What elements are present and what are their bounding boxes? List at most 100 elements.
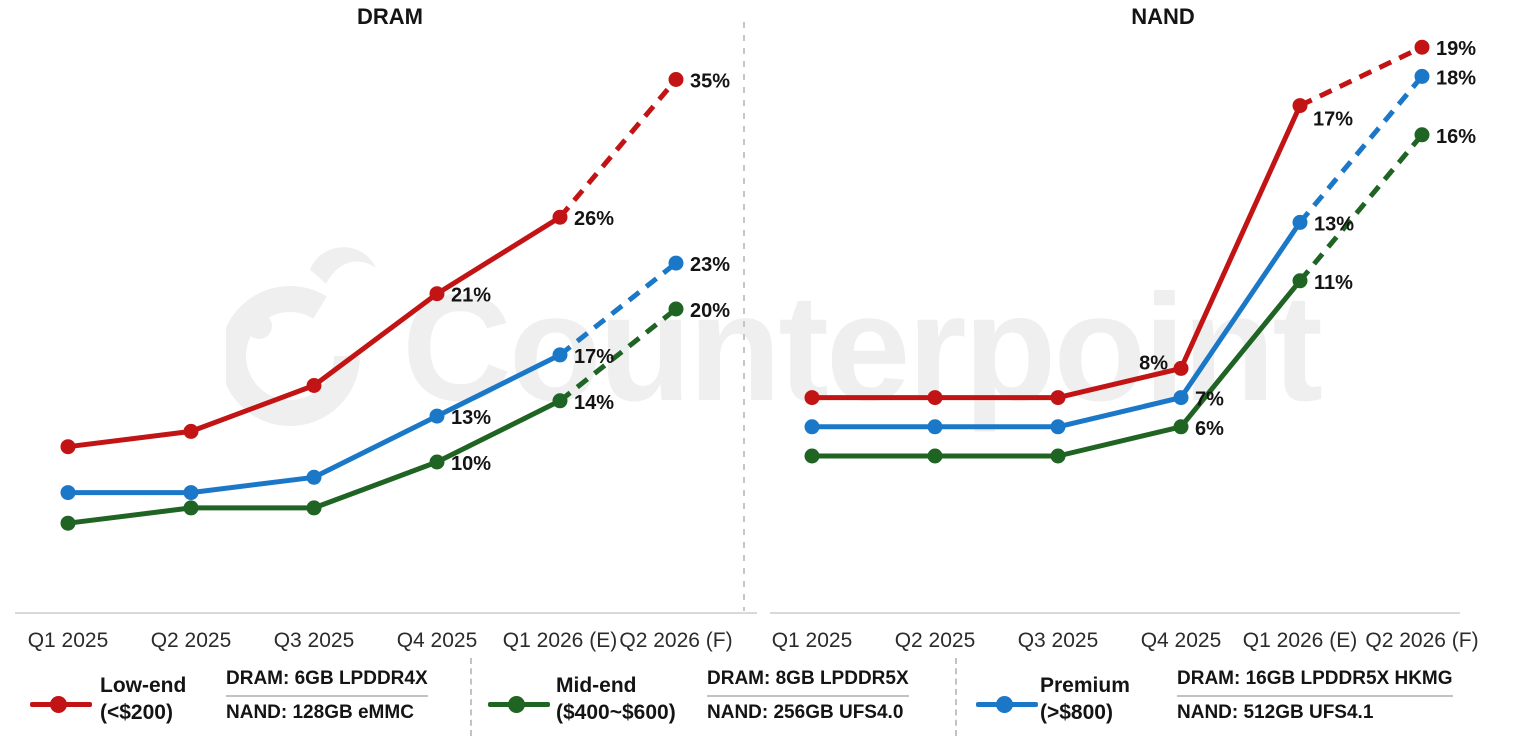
x-axis-label: Q3 2025: [274, 629, 355, 652]
data-point: [804, 390, 820, 406]
data-point-label: 17%: [574, 346, 614, 368]
data-point-label: 21%: [451, 285, 491, 307]
data-point: [429, 408, 445, 424]
data-point: [60, 515, 76, 531]
data-point: [1414, 127, 1430, 143]
series-line-forecast: [558, 77, 678, 219]
data-point: [429, 286, 445, 302]
data-point-label: 13%: [1314, 213, 1354, 235]
data-point-label: 17%: [1313, 109, 1353, 131]
x-axis-label: Q1 2025: [772, 629, 853, 652]
data-point: [306, 469, 322, 485]
series-line-forecast: [558, 261, 678, 357]
legend-label-low-end: Low-end (<$200): [100, 672, 186, 726]
legend-specs-low-end: DRAM: 6GB LPDDR4X NAND: 128GB eMMC: [226, 668, 428, 724]
x-axis-label: Q1 2026 (E): [503, 629, 617, 652]
data-point: [183, 500, 199, 516]
data-point-label: 19%: [1436, 38, 1476, 60]
nand-panel-title: NAND: [1131, 4, 1195, 29]
data-point: [306, 378, 322, 393]
legend-segment-name: Mid-end: [556, 674, 637, 697]
data-point: [668, 72, 684, 87]
series-line-forecast: [1298, 133, 1424, 283]
data-point-label: 14%: [574, 392, 614, 414]
data-point-label: 6%: [1195, 418, 1224, 440]
data-point: [668, 255, 684, 271]
data-point: [183, 485, 199, 501]
x-axis-label: Q1 2026 (E): [1243, 629, 1357, 652]
data-point: [1173, 419, 1189, 435]
x-axis-label: Q1 2025: [28, 629, 109, 652]
data-point: [60, 485, 76, 501]
data-point: [1173, 360, 1189, 376]
data-point: [927, 390, 943, 406]
legend-specs-premium: DRAM: 16GB LPDDR5X HKMG NAND: 512GB UFS4…: [1177, 668, 1453, 724]
x-axis-label: Q2 2026 (F): [619, 629, 732, 652]
dram-panel: Q1 2025 Q2 2025 Q3 2025 Q4 2025 Q1 2026 (E) Q…: [28, 71, 733, 653]
data-point: [552, 209, 568, 225]
data-point: [1050, 390, 1066, 406]
legend-label-premium: Premium (>$800): [1040, 672, 1130, 726]
data-point: [1292, 98, 1308, 114]
nand-panel: Q1 2025 Q2 2025 Q3 2025 Q4 2025 Q1 2026 (E) Q…: [772, 38, 1479, 652]
x-axis-label: Q3 2025: [1018, 629, 1099, 652]
nand-spec: NAND: 128GB eMMC: [226, 702, 414, 723]
dram-spec: DRAM: 16GB LPDDR5X HKMG: [1177, 668, 1453, 697]
data-point: [804, 419, 820, 435]
legend-segment-range: (<$200): [100, 701, 173, 724]
data-point: [1414, 68, 1430, 84]
legend-segment-name: Premium: [1040, 674, 1130, 697]
data-point-label: 35%: [690, 71, 730, 93]
legend-label-mid-end: Mid-end ($400~$600): [556, 672, 676, 726]
counterpoint-logo-icon: [226, 247, 376, 426]
data-point-label: 23%: [690, 254, 730, 276]
dram-spec: DRAM: 8GB LPDDR5X: [707, 668, 909, 697]
data-point: [1292, 214, 1308, 230]
legend-specs-mid-end: DRAM: 8GB LPDDR5X NAND: 256GB UFS4.0: [707, 668, 909, 724]
data-point: [429, 454, 445, 470]
legend-segment-name: Low-end: [100, 674, 187, 697]
legend-segment-range: ($400~$600): [556, 701, 676, 724]
legend: Low-end (<$200) DRAM: 6GB LPDDR4X NAND: …: [0, 656, 1540, 740]
data-point: [804, 448, 820, 464]
series-line-forecast: [1298, 44, 1424, 108]
data-point-label: 11%: [1314, 272, 1353, 294]
nand-spec: NAND: 256GB UFS4.0: [707, 702, 904, 723]
premium-series-marker-icon: [976, 696, 1038, 713]
data-point-label: 13%: [451, 407, 491, 429]
data-point: [1292, 273, 1308, 289]
data-point: [552, 347, 568, 363]
data-point-label: 7%: [1195, 389, 1224, 411]
legend-segment-range: (>$800): [1040, 701, 1113, 724]
data-point: [1050, 419, 1066, 435]
data-point: [1050, 448, 1066, 464]
data-point: [927, 448, 943, 464]
mid-end-series-marker-icon: [488, 696, 550, 713]
nand-spec: NAND: 512GB UFS4.1: [1177, 702, 1374, 723]
data-point: [1414, 39, 1430, 55]
series-line-actual: [812, 104, 1303, 401]
x-axis-label: Q2 2025: [895, 629, 976, 652]
data-point-label: 16%: [1436, 126, 1476, 148]
dram-spec: DRAM: 6GB LPDDR4X: [226, 668, 428, 697]
data-point-label: 10%: [451, 453, 491, 475]
x-axis-label: Q4 2025: [1141, 629, 1222, 652]
dram-panel-title: DRAM: [357, 4, 423, 29]
data-point: [306, 500, 322, 516]
low-end-series-marker-icon: [30, 696, 92, 713]
x-axis-label: Q4 2025: [397, 629, 478, 652]
data-point-label: 8%: [1139, 352, 1168, 374]
data-point-label: 18%: [1436, 67, 1476, 89]
legend-divider: [955, 658, 957, 736]
data-point: [927, 419, 943, 435]
data-point: [552, 393, 568, 409]
data-point-label: 26%: [574, 208, 614, 230]
x-axis-label: Q2 2026 (F): [1365, 629, 1478, 652]
legend-divider: [470, 658, 472, 736]
series-line-forecast: [558, 307, 678, 403]
data-point: [668, 301, 684, 317]
x-axis-label: Q2 2025: [151, 629, 232, 652]
data-point: [1173, 390, 1189, 406]
